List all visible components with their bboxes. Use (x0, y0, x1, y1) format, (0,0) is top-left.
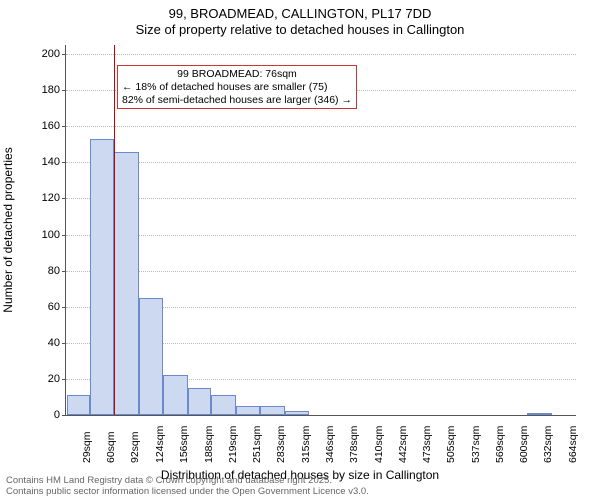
chart-title-sub: Size of property relative to detached ho… (0, 22, 600, 37)
y-tick-label: 60 (30, 301, 60, 313)
marker-line (114, 45, 115, 415)
x-tick-label: 60sqm (105, 431, 117, 463)
histogram-bar (527, 413, 551, 415)
y-tick-mark (62, 379, 66, 380)
x-tick-label: 600sqm (518, 426, 530, 463)
y-tick-label: 80 (30, 265, 60, 277)
y-tick-label: 180 (30, 84, 60, 96)
annotation-line-2: ← 18% of detached houses are smaller (75… (122, 81, 352, 94)
gridline-h (66, 126, 576, 127)
plot-area: 99 BROADMEAD: 76sqm← 18% of detached hou… (65, 45, 576, 416)
attribution-text: Contains HM Land Registry data © Crown c… (6, 476, 369, 498)
histogram-bar (90, 139, 114, 415)
attrib-line-2: Contains public sector information licen… (6, 486, 369, 497)
x-tick-label: 346sqm (324, 426, 336, 463)
y-tick-label: 100 (30, 229, 60, 241)
annotation-box: 99 BROADMEAD: 76sqm← 18% of detached hou… (117, 65, 357, 109)
gridline-h (66, 54, 576, 55)
y-tick-mark (62, 54, 66, 55)
x-tick-label: 156sqm (178, 426, 190, 463)
x-tick-label: 632sqm (542, 426, 554, 463)
y-tick-mark (62, 271, 66, 272)
histogram-bar (260, 406, 284, 415)
y-tick-mark (62, 415, 66, 416)
y-tick-mark (62, 162, 66, 163)
y-axis-label: Number of detached properties (1, 147, 15, 312)
gridline-h (66, 235, 576, 236)
x-tick-label: 664sqm (567, 426, 579, 463)
x-tick-label: 219sqm (227, 426, 239, 463)
x-tick-label: 188sqm (203, 426, 215, 463)
x-tick-label: 410sqm (373, 426, 385, 463)
y-tick-mark (62, 343, 66, 344)
x-tick-label: 92sqm (129, 431, 141, 463)
x-tick-label: 505sqm (445, 426, 457, 463)
y-tick-label: 0 (30, 409, 60, 421)
y-tick-mark (62, 307, 66, 308)
x-tick-label: 315sqm (300, 426, 312, 463)
y-tick-mark (62, 198, 66, 199)
histogram-bar (139, 298, 163, 415)
x-tick-label: 29sqm (81, 431, 93, 463)
histogram-bar (163, 375, 187, 415)
x-tick-label: 124sqm (154, 426, 166, 463)
y-tick-label: 140 (30, 156, 60, 168)
histogram-bar (114, 152, 138, 416)
gridline-h (66, 271, 576, 272)
x-tick-label: 442sqm (397, 426, 409, 463)
histogram-bar (236, 406, 260, 415)
histogram-bar (67, 395, 91, 415)
y-tick-mark (62, 90, 66, 91)
x-tick-label: 537sqm (470, 426, 482, 463)
x-tick-label: 251sqm (251, 426, 263, 463)
y-tick-label: 200 (30, 48, 60, 60)
x-tick-label: 569sqm (494, 426, 506, 463)
chart-container: 99, BROADMEAD, CALLINGTON, PL17 7DD Size… (0, 0, 600, 500)
y-tick-mark (62, 126, 66, 127)
gridline-h (66, 162, 576, 163)
y-tick-label: 20 (30, 373, 60, 385)
x-tick-label: 283sqm (275, 426, 287, 463)
gridline-h (66, 198, 576, 199)
x-tick-label: 473sqm (421, 426, 433, 463)
annotation-line-3: 82% of semi-detached houses are larger (… (122, 94, 352, 107)
chart-title-main: 99, BROADMEAD, CALLINGTON, PL17 7DD (0, 6, 600, 21)
annotation-line-1: 99 BROADMEAD: 76sqm (122, 68, 352, 81)
y-tick-label: 40 (30, 337, 60, 349)
histogram-bar (211, 395, 235, 415)
y-tick-mark (62, 235, 66, 236)
attrib-line-1: Contains HM Land Registry data © Crown c… (6, 475, 332, 486)
y-tick-label: 160 (30, 120, 60, 132)
histogram-bar (285, 411, 309, 415)
x-tick-label: 378sqm (348, 426, 360, 463)
histogram-bar (188, 388, 212, 415)
y-tick-label: 120 (30, 192, 60, 204)
